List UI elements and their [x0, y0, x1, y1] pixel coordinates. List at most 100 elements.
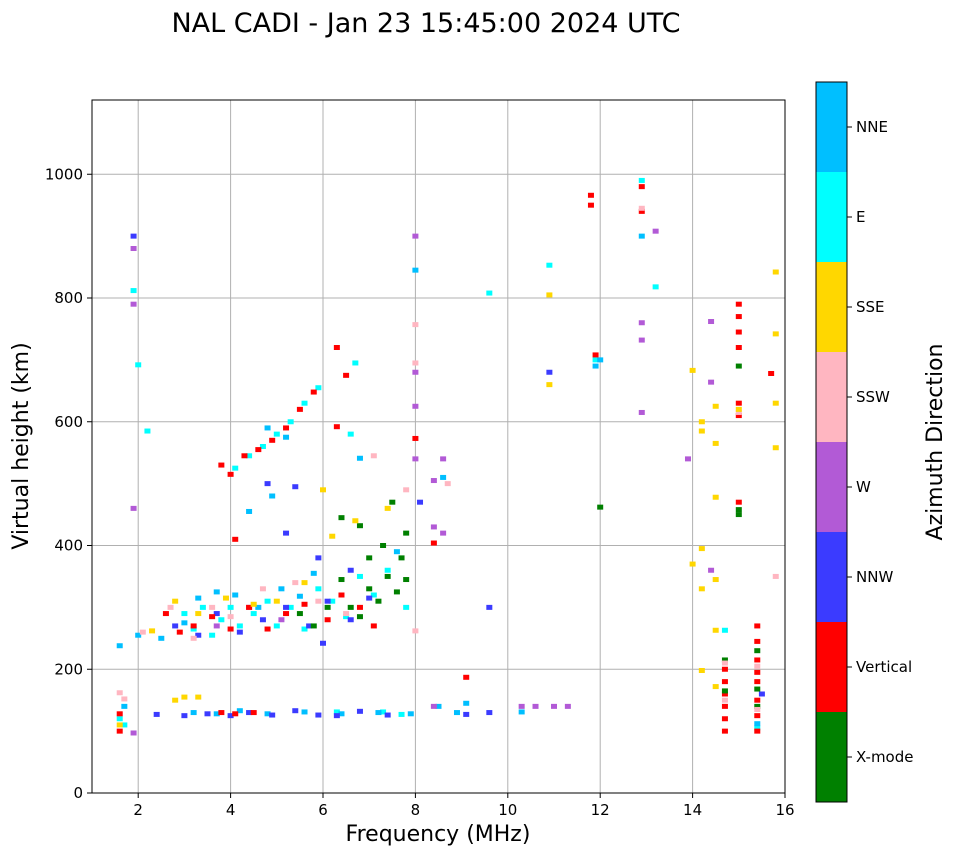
data-point: [278, 586, 285, 592]
data-point: [227, 614, 234, 620]
data-point: [246, 604, 253, 610]
data-point: [343, 372, 350, 378]
data-point: [370, 592, 377, 598]
data-point: [412, 233, 419, 239]
data-point: [333, 424, 340, 430]
data-point: [315, 712, 322, 718]
data-point: [227, 471, 234, 477]
data-point: [347, 567, 354, 573]
data-point: [652, 228, 659, 234]
x-tick-label: 2: [133, 801, 143, 819]
data-point: [264, 626, 271, 632]
data-point: [721, 688, 728, 694]
data-point: [380, 543, 387, 548]
data-point: [708, 319, 715, 325]
data-point: [259, 617, 266, 623]
data-point: [301, 626, 308, 632]
data-point: [375, 710, 382, 716]
data-point: [227, 626, 234, 632]
data-point: [772, 269, 779, 275]
data-point: [121, 696, 128, 702]
data-point: [236, 708, 243, 714]
data-point: [181, 713, 188, 719]
data-point: [139, 629, 146, 635]
data-point: [246, 508, 253, 514]
data-point: [347, 604, 354, 610]
data-point: [283, 611, 290, 617]
data-point: [721, 697, 728, 703]
data-point: [199, 604, 206, 610]
x-axis-label: Frequency (MHz): [346, 822, 531, 847]
data-point: [190, 635, 197, 641]
data-point: [116, 690, 123, 696]
data-point: [453, 710, 460, 716]
data-point: [721, 703, 728, 709]
data-point: [116, 728, 123, 734]
colorbar-category-label: X-mode: [856, 748, 913, 766]
data-point: [735, 507, 742, 513]
x-tick-label: 4: [226, 801, 236, 819]
colorbar-segment: [816, 622, 847, 712]
data-point: [209, 614, 216, 620]
data-point: [518, 703, 525, 709]
data-point: [255, 447, 262, 453]
colorbar-segment: [816, 172, 847, 262]
data-point: [712, 403, 719, 409]
data-point: [638, 208, 645, 214]
data-point: [241, 453, 248, 459]
data-point: [698, 428, 705, 434]
data-point: [273, 623, 280, 629]
data-point: [370, 623, 377, 629]
data-point: [222, 595, 229, 601]
data-point: [463, 700, 470, 706]
data-point: [712, 494, 719, 500]
data-point: [356, 708, 363, 714]
data-point: [518, 709, 525, 715]
colorbar-category-label: SSW: [856, 388, 890, 406]
data-point: [283, 425, 290, 431]
data-point: [213, 589, 220, 595]
x-tick-label: 10: [498, 801, 517, 819]
data-point: [712, 440, 719, 446]
data-point: [440, 530, 447, 536]
data-point: [754, 663, 761, 669]
data-point: [338, 711, 345, 717]
data-point: [144, 428, 151, 434]
colorbar-segment: [816, 532, 847, 622]
data-point: [329, 598, 336, 604]
data-point: [324, 617, 331, 623]
data-point: [283, 604, 290, 610]
data-point: [375, 598, 382, 604]
data-point: [352, 360, 359, 366]
data-point: [444, 481, 451, 487]
data-point: [135, 632, 142, 638]
data-point: [721, 666, 728, 672]
data-point: [296, 406, 303, 412]
data-point: [315, 598, 322, 604]
data-point: [417, 499, 424, 505]
data-point: [587, 192, 594, 198]
data-point: [264, 425, 271, 431]
data-point: [310, 570, 317, 576]
data-point: [306, 623, 313, 629]
data-point: [176, 629, 183, 635]
data-point: [264, 598, 271, 604]
data-point: [338, 592, 345, 598]
data-point: [130, 246, 137, 251]
data-point: [370, 453, 377, 459]
data-point: [735, 345, 742, 350]
data-point: [292, 580, 299, 586]
data-point: [708, 567, 715, 573]
y-tick-label: 600: [54, 413, 83, 431]
data-point: [652, 284, 659, 290]
data-point: [227, 713, 234, 719]
data-point: [213, 611, 220, 617]
plot-area: [116, 177, 779, 736]
data-point: [430, 540, 437, 546]
data-point: [315, 586, 322, 592]
data-point: [546, 292, 553, 298]
data-point: [735, 409, 742, 415]
data-point: [121, 703, 128, 709]
data-point: [343, 614, 350, 620]
